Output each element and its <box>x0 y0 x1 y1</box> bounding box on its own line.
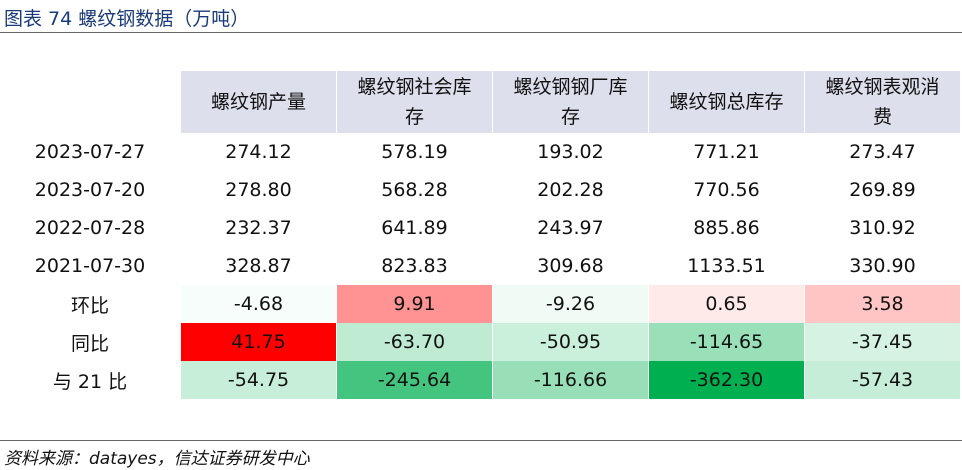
cell: 41.75 <box>181 323 336 361</box>
row-label: 2023-07-20 <box>34 179 146 201</box>
cell: 274.12 <box>225 141 292 163</box>
cell: -114.65 <box>649 323 804 361</box>
row-label: 2023-07-27 <box>34 141 146 163</box>
rule <box>0 32 962 33</box>
row-label: 环比 <box>70 294 109 317</box>
cell: 0.65 <box>649 285 804 323</box>
column-header: 螺纹钢社会库存 <box>337 71 492 133</box>
cell: 269.89 <box>849 179 916 201</box>
cell: 823.83 <box>381 255 448 277</box>
cell: 309.68 <box>537 255 604 277</box>
cell: -37.45 <box>805 323 960 361</box>
data-row: 2023-07-20 278.80 568.28 202.28 770.56 269.89 <box>0 171 960 209</box>
cell: -362.30 <box>649 361 804 399</box>
cell: 770.56 <box>693 179 760 201</box>
cell: 273.47 <box>849 141 916 163</box>
corner <box>0 71 180 133</box>
cell: 310.92 <box>849 217 916 239</box>
cell: 578.19 <box>381 141 448 163</box>
cell: -63.70 <box>337 323 492 361</box>
column-header: 螺纹钢总库存 <box>649 71 804 133</box>
cell: 9.91 <box>337 285 492 323</box>
cell: -54.75 <box>181 361 336 399</box>
cell: -50.95 <box>493 323 648 361</box>
title: 图表 74 螺纹钢数据（万吨） <box>4 8 250 30</box>
row-label: 2021-07-30 <box>34 255 146 277</box>
cell: 885.86 <box>693 217 760 239</box>
data-row: 环比 -4.68 9.91 -9.26 0.65 3.58 <box>0 285 960 323</box>
cell: -9.26 <box>493 285 648 323</box>
source: 资料来源：datayes，信达证券研发中心 <box>4 449 310 469</box>
table: 螺纹钢产量 螺纹钢社会库存 螺纹钢钢厂库存 螺纹钢总库存 螺纹钢表观消费 2023-07-… <box>0 71 960 399</box>
rule <box>0 440 962 441</box>
row-label: 2022-07-28 <box>34 217 146 239</box>
column-header: 螺纹钢钢厂库存 <box>493 71 648 133</box>
cell: 278.80 <box>225 179 292 201</box>
column-header: 螺纹钢产量 <box>181 71 336 133</box>
cell: 193.02 <box>537 141 604 163</box>
cell: -4.68 <box>181 285 336 323</box>
cell: 771.21 <box>693 141 760 163</box>
column-header: 螺纹钢表观消费 <box>805 71 960 133</box>
cell: -245.64 <box>337 361 492 399</box>
cell: -57.43 <box>805 361 960 399</box>
cell: 3.58 <box>805 285 960 323</box>
cell: 202.28 <box>537 179 604 201</box>
data-row: 2023-07-27 274.12 578.19 193.02 771.21 273.47 <box>0 133 960 171</box>
cell: 641.89 <box>381 217 448 239</box>
row-label: 与 21 比 <box>52 370 128 393</box>
cell: 328.87 <box>225 255 292 277</box>
cell: -116.66 <box>493 361 648 399</box>
data-row: 同比 41.75 -63.70 -50.95 -114.65 -37.45 <box>0 323 960 361</box>
cell: 330.90 <box>849 255 916 277</box>
cell: 568.28 <box>381 179 448 201</box>
row-label: 同比 <box>70 332 109 355</box>
data-row: 与 21 比 -54.75 -245.64 -116.66 -362.30 -57.43 <box>0 361 960 399</box>
data-row: 2021-07-30 328.87 823.83 309.68 1133.51 330.9… <box>0 247 960 285</box>
cell: 232.37 <box>225 217 292 239</box>
header-row: 螺纹钢产量 螺纹钢社会库存 螺纹钢钢厂库存 螺纹钢总库存 螺纹钢表观消费 <box>0 71 960 133</box>
cell: 243.97 <box>537 217 604 239</box>
cell: 1133.51 <box>687 255 766 277</box>
data-row: 2022-07-28 232.37 641.89 243.97 885.86 310.92 <box>0 209 960 247</box>
